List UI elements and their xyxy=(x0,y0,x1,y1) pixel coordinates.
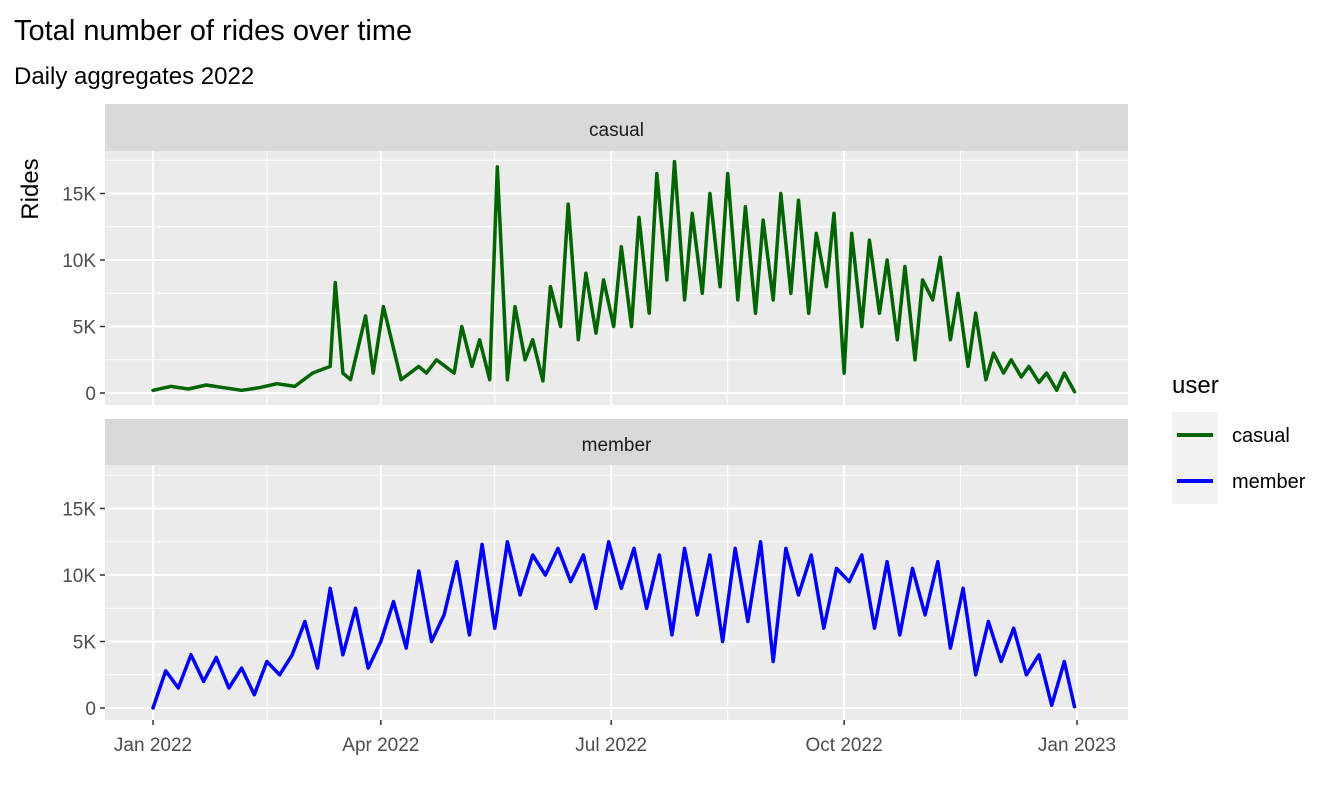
y-tick-label: 5K xyxy=(73,318,97,339)
series-line-casual xyxy=(151,159,1077,394)
chart-title: Total number of rides over time xyxy=(14,15,412,47)
facet-panels: casual 0 5K 10K 15K member 0 5K 10K 15K xyxy=(62,104,1128,720)
legend: user casual member xyxy=(1172,372,1306,504)
legend-label: member xyxy=(1232,471,1306,493)
x-tick-label: Jul 2022 xyxy=(575,735,647,756)
legend-label: casual xyxy=(1232,425,1290,447)
x-tick-label: Apr 2022 xyxy=(342,735,419,756)
y-axis-title: Rides xyxy=(17,158,44,219)
y-tick-label: 15K xyxy=(62,500,96,521)
legend-title: user xyxy=(1172,372,1219,399)
facet-strip xyxy=(105,104,1128,151)
y-tick-label: 5K xyxy=(73,633,97,654)
facet-label: member xyxy=(582,435,652,456)
facet-strip xyxy=(105,419,1128,465)
series-line-member xyxy=(151,540,1077,710)
x-tick-label: Jan 2022 xyxy=(114,735,192,756)
x-axis: Jan 2022 Apr 2022 Jul 2022 Oct 2022 Jan 2023 xyxy=(114,720,1116,756)
facet-label: casual xyxy=(589,120,644,141)
x-tick-label: Oct 2022 xyxy=(806,735,883,756)
chart-subtitle: Daily aggregates 2022 xyxy=(14,63,254,90)
facet-panel-casual: casual 0 5K 10K 15K xyxy=(62,104,1128,405)
y-tick-label: 0 xyxy=(85,699,96,720)
y-tick-label: 15K xyxy=(62,185,96,206)
y-tick-label: 10K xyxy=(62,566,96,587)
facet-panel-member: member 0 5K 10K 15K xyxy=(62,419,1128,720)
y-tick-label: 0 xyxy=(85,384,96,405)
panel-background xyxy=(105,151,1128,405)
x-tick-label: Jan 2023 xyxy=(1038,735,1116,756)
y-tick-label: 10K xyxy=(62,251,96,272)
